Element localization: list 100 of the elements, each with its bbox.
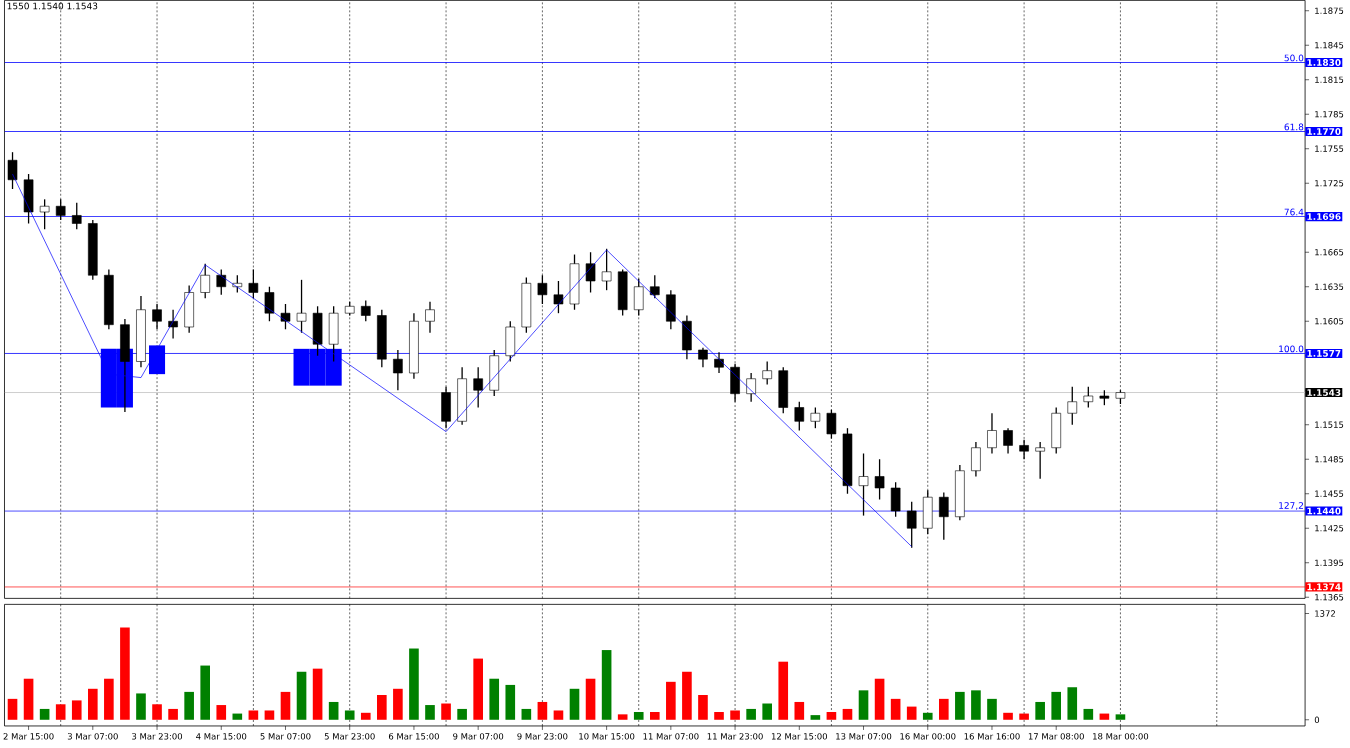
annotation: 1550 1.1540 1.1543	[7, 2, 98, 10]
bar	[633, 712, 644, 720]
y-tick-label: 1.1785	[1315, 111, 1344, 118]
candlestick	[1067, 386, 1078, 426]
ref-line-label: 1.1374	[1307, 583, 1341, 591]
x-tick-label: 6 Mar 15:00	[388, 733, 439, 740]
bar	[553, 710, 564, 720]
bar	[457, 708, 467, 720]
bar	[1083, 708, 1094, 720]
bar	[842, 708, 853, 720]
y-tick-label: 1372	[1315, 610, 1335, 617]
bar	[698, 695, 708, 720]
y-tick-label: 1.1845	[1315, 42, 1344, 49]
x-tick-label: 5 Mar 07:00	[260, 733, 311, 740]
x-tick-label: 9 Mar 23:00	[517, 733, 568, 740]
x-tick-label: 12 Mar 15:00	[771, 733, 828, 740]
bar	[794, 702, 805, 720]
x-tick-label: 3 Mar 07:00	[67, 733, 118, 740]
x-tick-label: 5 Mar 23:00	[324, 733, 375, 740]
bar	[328, 702, 339, 720]
bar	[1051, 691, 1062, 720]
candlestick	[473, 366, 483, 409]
bar	[906, 706, 917, 720]
bar	[55, 704, 66, 720]
candlestick	[698, 347, 708, 368]
candlestick	[264, 286, 275, 322]
bar	[569, 688, 580, 720]
x-tick-label: 11 Mar 23:00	[707, 733, 763, 740]
ref-line-label: 1.1696	[1307, 213, 1341, 221]
x-tick-label: 18 Mar 00:00	[1093, 733, 1149, 740]
candlestick	[810, 406, 821, 429]
candlestick	[553, 280, 564, 314]
bar	[184, 691, 194, 720]
candlestick	[7, 151, 18, 190]
candlestick	[296, 279, 307, 334]
y-tick-label: 1.1425	[1315, 525, 1344, 532]
y-tick-label: 1.1725	[1315, 180, 1344, 187]
y-tick-label: 1.1755	[1315, 145, 1344, 152]
candlestick	[360, 299, 371, 322]
bar	[136, 693, 146, 720]
bar	[874, 678, 885, 720]
y-tick-label: 1.1815	[1315, 76, 1344, 83]
candlestick	[746, 372, 756, 403]
candlestick	[762, 360, 772, 386]
bar	[617, 714, 628, 720]
bar	[152, 704, 162, 720]
x-tick-label: 16 Mar 00:00	[900, 733, 956, 740]
bar	[666, 681, 676, 720]
bar	[393, 688, 403, 720]
candlestick	[794, 401, 805, 432]
candlestick	[71, 202, 82, 230]
y-tick-label: 1.1485	[1315, 456, 1344, 463]
bar	[1019, 713, 1029, 720]
x-tick-label: 11 Mar 07:00	[643, 733, 699, 740]
bar	[890, 698, 901, 720]
candlestick	[393, 349, 403, 391]
x-tick-label: 10 Mar 15:00	[579, 733, 635, 740]
annotation: 61.8	[1284, 123, 1304, 131]
bar	[714, 712, 724, 720]
bar	[168, 708, 178, 720]
bar	[971, 690, 981, 720]
annotation: 127,2	[1279, 502, 1303, 510]
x-tick-label: 9 Mar 07:00	[453, 733, 504, 740]
x-tick-label: 16 Mar 16:00	[964, 733, 1020, 740]
y-tick-label: 0	[1314, 716, 1320, 724]
candlestick	[987, 412, 997, 455]
bar	[344, 710, 355, 720]
bar	[1003, 712, 1013, 720]
candlestick	[425, 301, 435, 334]
candlestick	[874, 458, 885, 501]
bar	[216, 705, 227, 720]
x-tick-label: 13 Mar 07:00	[836, 733, 892, 740]
bar	[71, 700, 82, 720]
x-tick-label: 17 Mar 08:00	[1028, 733, 1084, 740]
bar	[264, 710, 275, 720]
candlestick	[280, 303, 291, 330]
bar	[746, 708, 756, 720]
bar	[425, 705, 435, 720]
bar	[200, 665, 211, 720]
bar	[810, 715, 821, 720]
y-tick-label: 1.1455	[1315, 490, 1344, 497]
bar	[473, 658, 483, 720]
candlestick	[939, 491, 949, 541]
bar	[23, 678, 34, 720]
bar	[987, 698, 997, 720]
bar	[409, 648, 419, 720]
bar	[7, 698, 18, 720]
annotation: 50.0	[1284, 54, 1304, 62]
bar	[730, 710, 740, 720]
ref-line-label: 1.1543	[1307, 389, 1341, 396]
bar	[858, 690, 869, 720]
y-tick-label: 1.1365	[1315, 594, 1344, 601]
candlestick	[906, 501, 917, 549]
bar	[778, 661, 789, 720]
bar	[360, 712, 371, 720]
ref-line-label: 1.1770	[1307, 128, 1341, 135]
bar	[1035, 702, 1045, 720]
candlestick	[585, 251, 596, 294]
y-tick-label: 1.1515	[1315, 421, 1344, 428]
bar	[1115, 714, 1126, 720]
